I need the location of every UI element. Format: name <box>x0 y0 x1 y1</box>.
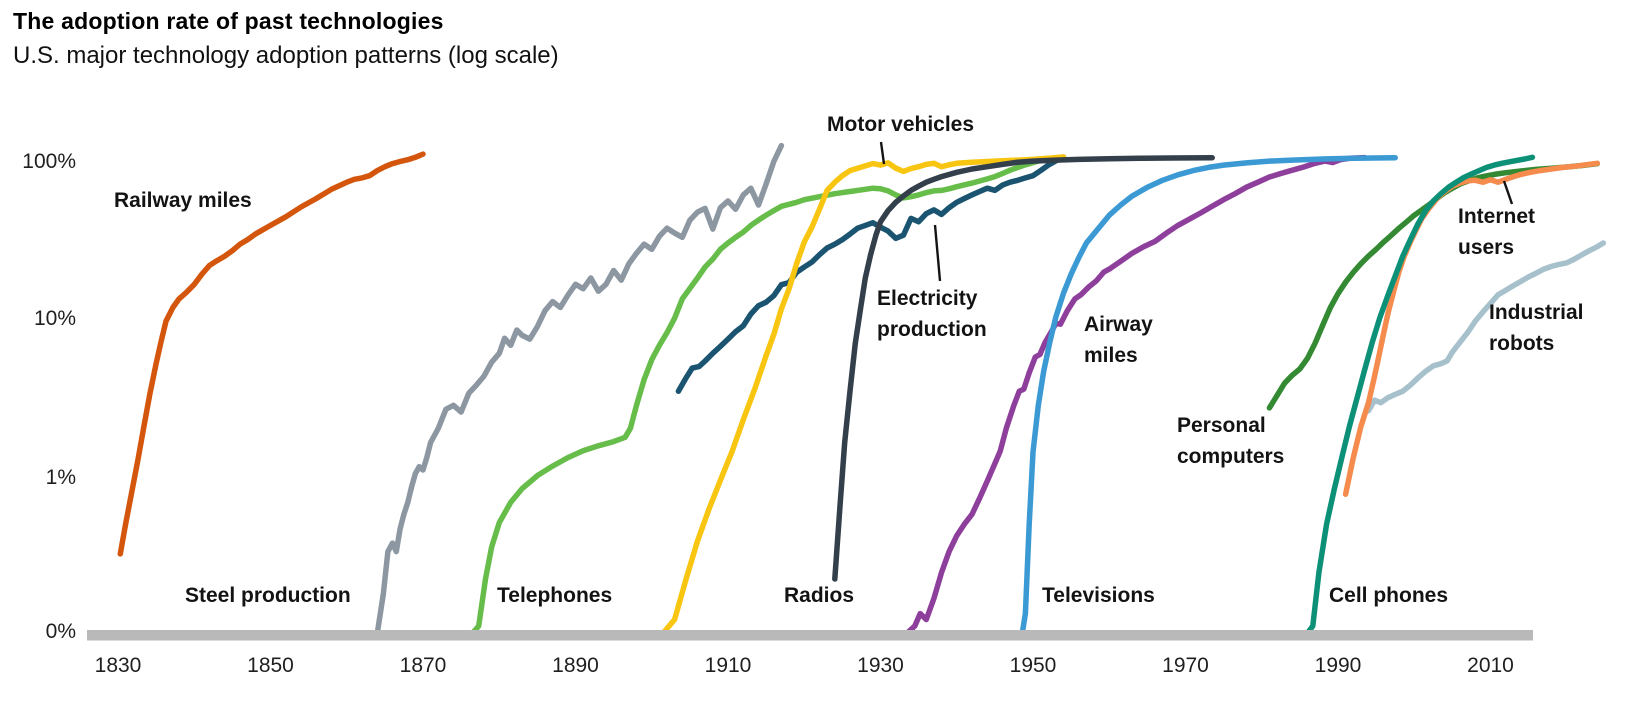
series-line-industrial-robots <box>1365 240 1607 414</box>
series-label-line: Motor vehicles <box>827 113 975 136</box>
y-axis-label-100: 100% <box>22 150 76 173</box>
series-label-radios: Radios <box>784 580 854 611</box>
x-axis-baseline <box>87 630 1533 641</box>
series-line-electricity-production <box>675 154 1067 394</box>
x-axis-label-1990: 1990 <box>1314 654 1362 677</box>
series-label-motor-vehicles: Motor vehicles <box>827 109 974 140</box>
x-axis-label-1850: 1850 <box>247 654 294 677</box>
series-label-line: Airway <box>1084 313 1153 336</box>
annotation-pointer-internet-users <box>1502 180 1514 205</box>
series-label-line: Personal <box>1177 414 1266 437</box>
series-label-line: Industrial <box>1489 301 1584 324</box>
x-axis-label-1910: 1910 <box>704 654 752 677</box>
annotation-pointer-motor-vehicles <box>879 141 886 165</box>
y-axis-label-10: 10% <box>33 307 76 330</box>
x-axis-label-1870: 1870 <box>399 654 447 677</box>
x-axis-label-1930: 1930 <box>857 654 904 677</box>
series-label-line: computers <box>1177 445 1285 468</box>
series-label-line: robots <box>1489 332 1555 355</box>
series-label-line: users <box>1458 236 1515 259</box>
series-label-line: Railway miles <box>114 189 252 212</box>
chart-title: The adoption rate of past technologies <box>13 8 444 34</box>
y-axis-label-0: 0% <box>45 620 76 643</box>
series-label-telephones: Telephones <box>497 580 612 611</box>
chart-subtitle: U.S. major technology adoption patterns … <box>13 42 559 69</box>
series-label-airway-miles: Airway miles <box>1084 309 1153 371</box>
series-label-line: miles <box>1084 344 1138 367</box>
series-label-cell-phones: Cell phones <box>1329 580 1448 611</box>
x-axis-label-1970: 1970 <box>1162 654 1209 677</box>
series-label-line: Radios <box>784 584 855 607</box>
series-label-electricity-production: Electricity production <box>877 283 987 345</box>
series-line-telephones <box>469 154 1063 636</box>
series-line-railway-miles <box>117 151 426 557</box>
series-label-line: production <box>877 318 987 341</box>
annotation-pointer-electricity-production <box>933 224 942 282</box>
series-label-steel-production: Steel production <box>185 580 351 611</box>
series-line-personal-computers <box>1266 160 1601 411</box>
series-label-industrial-robots: Industrial robots <box>1489 297 1584 359</box>
series-label-personal-computers: Personal computers <box>1177 410 1284 472</box>
series-label-line: Steel production <box>185 584 351 607</box>
x-axis-label-1950: 1950 <box>1009 654 1057 677</box>
series-label-internet-users: Internet users <box>1458 201 1535 263</box>
series-label-line: Internet <box>1458 205 1536 228</box>
series-line-airway-miles <box>893 154 1368 636</box>
x-axis-label-1890: 1890 <box>552 654 599 677</box>
series-label-televisions: Televisions <box>1042 580 1155 611</box>
series-line-radios <box>832 154 1215 582</box>
series-line-televisions <box>1019 154 1398 636</box>
series-label-line: Electricity <box>877 287 978 310</box>
series-line-cell-phones <box>1304 154 1536 636</box>
series-label-line: Telephones <box>497 584 613 607</box>
y-axis-label-1: 1% <box>45 466 76 489</box>
x-axis-label-2010: 2010 <box>1467 654 1514 677</box>
x-axis-label-1830: 1830 <box>94 654 142 677</box>
series-line-steel-production <box>374 142 785 636</box>
series-label-line: Cell phones <box>1329 584 1449 607</box>
series-line-motor-vehicles <box>660 154 1067 636</box>
series-label-railway-miles: Railway miles <box>114 185 252 216</box>
series-label-line: Televisions <box>1042 584 1155 607</box>
